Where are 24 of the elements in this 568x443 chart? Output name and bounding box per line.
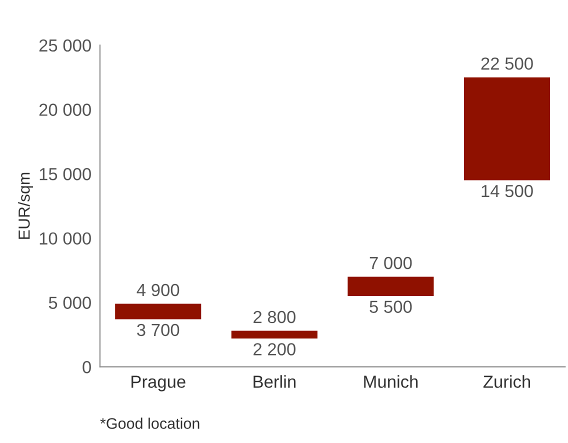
annotation: 5 500 (370, 300, 412, 313)
annotation: 2 200 (254, 343, 296, 356)
bar (115, 304, 202, 320)
annotation: 22 500 (481, 57, 533, 70)
x-tick-label: Prague (132, 376, 186, 392)
annotation: 14 500 (482, 184, 533, 198)
y-tick-label: 20 000 (39, 104, 91, 116)
bar (348, 276, 434, 296)
x-tick-label: Berlin (254, 375, 296, 388)
y-tick-label: 25 000 (39, 39, 91, 52)
y-tick-label: 10 000 (40, 232, 91, 245)
bar (231, 330, 318, 338)
annotation: 4 900 (136, 284, 180, 296)
x-tick-label: Munich (364, 375, 418, 388)
x-tick-label: Zurich (483, 375, 530, 388)
bar (464, 77, 550, 180)
y-tick-label: 15 000 (40, 168, 91, 180)
y-tick-label: 0 (82, 360, 91, 374)
annotation: 7 000 (370, 256, 412, 270)
y-tick-label: 5 000 (48, 296, 91, 309)
text: *Good location (100, 418, 200, 429)
annotation: 3 700 (137, 324, 180, 336)
annotation: 2 800 (254, 310, 296, 324)
y-axis-title: EUR/sqm (18, 172, 33, 239)
